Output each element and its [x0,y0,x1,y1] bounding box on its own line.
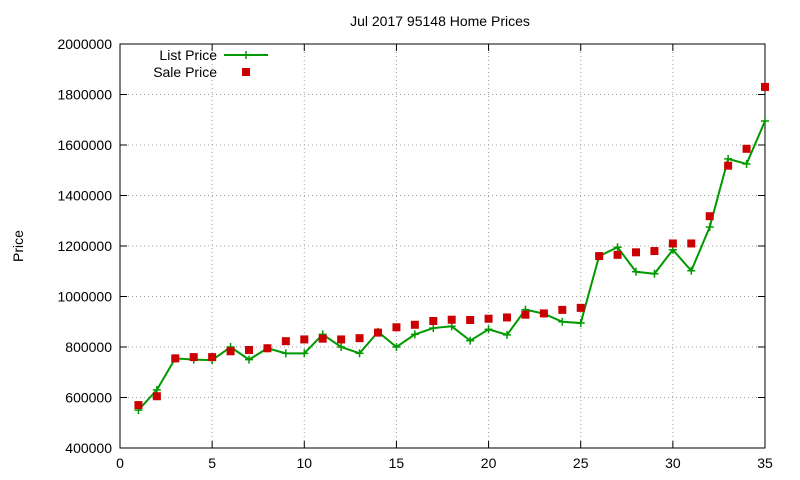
list-price-point [558,317,567,326]
sale-price-point [337,335,346,344]
legend-swatch-sale-price [242,68,250,76]
x-tick-label: 5 [208,455,216,471]
sale-price-point [539,309,548,318]
list-price-point [724,154,733,163]
list-price-point [484,325,493,334]
sale-price-point [503,313,511,322]
series-line-list-price [137,120,766,411]
y-tick-label: 800000 [65,339,112,355]
grid [120,44,765,448]
sale-price-point [650,247,659,256]
x-tick-label: 25 [573,455,589,471]
list-price-point [466,336,475,345]
list-price-point [761,117,769,126]
sale-price-point [632,248,640,257]
x-tick-label: 30 [665,455,681,471]
x-tick-label: 0 [116,455,124,471]
sale-price-point [705,212,714,221]
list-price-point [650,269,659,278]
y-tick-label: 1200000 [57,238,112,254]
sale-price-point [392,323,401,332]
y-tick-label: 2000000 [57,36,112,52]
list-price-point [687,266,696,275]
sale-price-point [263,344,272,353]
series-layer [134,82,769,415]
sale-price-point [724,161,733,170]
sale-price-point [521,310,530,319]
x-tick-label: 15 [389,455,405,471]
sale-price-point [742,144,751,153]
sale-price-point [208,353,217,362]
sale-price-point [318,334,327,343]
sale-price-point [761,82,769,91]
sale-price-point [189,353,198,362]
sale-price-point [687,239,696,248]
sale-price-point [171,354,180,363]
list-price-point [355,349,364,358]
list-price-point [392,343,401,351]
legend: List Price Sale Price [153,47,268,80]
chart-title: Jul 2017 95148 Home Prices [350,13,530,29]
list-price-point [632,267,640,276]
list-price-point [300,349,309,358]
list-price-point [337,343,346,351]
sale-price-point [466,315,475,324]
x-tick-label: 20 [481,455,497,471]
list-price-point [281,349,290,358]
sale-price-point [447,315,456,324]
sale-price-point [429,316,438,325]
y-tick-label: 1400000 [57,188,112,204]
y-tick-label: 1000000 [57,289,112,305]
legend-label-sale-price: Sale Price [153,64,217,80]
list-price-point [410,330,419,339]
sale-price-point [226,347,235,356]
list-price-point [742,159,751,168]
sale-price-point [484,314,493,323]
y-tick-label: 400000 [65,440,112,456]
legend-label-list-price: List Price [159,47,217,63]
list-price-point [613,243,622,252]
sale-price-point [152,392,161,401]
x-tick-label: 10 [296,455,312,471]
sale-price-point [374,328,382,337]
sale-price-point [558,305,567,314]
sale-price-point [595,252,604,261]
sale-price-point [245,346,253,355]
sale-price-point [613,250,622,259]
sale-price-point [281,337,290,346]
y-axis-label: Price [10,230,26,262]
sale-price-point [355,334,364,343]
ticks: 0 5 10 15 20 25 30 35 400000 600000 800000 1000000 1… [57,36,773,471]
list-price-point [705,223,714,232]
list-price-point [245,355,253,364]
sale-price-point [134,401,143,410]
list-price-point [503,330,511,339]
sale-price-point [668,239,677,248]
sale-price-point [576,303,585,312]
sale-price-point [300,335,309,344]
y-tick-label: 1800000 [57,87,112,103]
x-tick-label: 35 [757,455,773,471]
y-tick-label: 600000 [65,390,112,406]
y-tick-label: 1600000 [57,137,112,153]
sale-price-point [410,320,419,329]
list-price-point [576,319,585,328]
list-price-point [429,324,438,333]
